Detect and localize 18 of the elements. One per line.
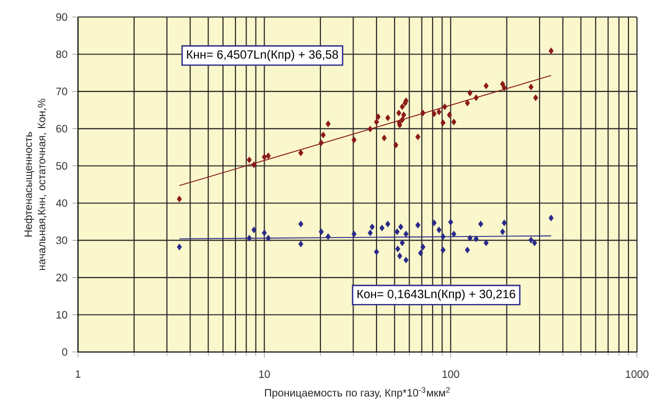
y-tick-label: 10 [56, 310, 68, 319]
annotation: Кон= 0,1643Ln(Кпр) + 30,216 [358, 289, 516, 301]
y-tick-label: 80 [56, 50, 68, 58]
x-tick-label: 10 [259, 370, 270, 378]
y-axis-title: Нефтенасыщенность начальная,Кнн, остаточная, Кон,% [24, 98, 47, 270]
y-tick-label: 70 [56, 88, 68, 96]
y-tick-label: 90 [56, 13, 68, 21]
x-tick-label: 1 [76, 370, 80, 378]
y-tick-label: 0 [62, 348, 68, 356]
y-tick-label: 20 [56, 274, 68, 282]
y-tick-label: 30 [56, 236, 68, 244]
annotation: Кнн= 6,4507Ln(Кпр) + 36,58 [187, 50, 338, 62]
y-tick-label: 60 [56, 124, 68, 132]
x-tick-label: 100 [442, 370, 460, 378]
x-axis-title: Проницаемость по газу, Кпр*10$^{-3}$мкм$^{2}$ [265, 387, 450, 399]
y-tick-label: 50 [56, 162, 68, 170]
x-tick-label: 1000 [626, 370, 648, 378]
y-tick-label: 40 [56, 199, 68, 207]
